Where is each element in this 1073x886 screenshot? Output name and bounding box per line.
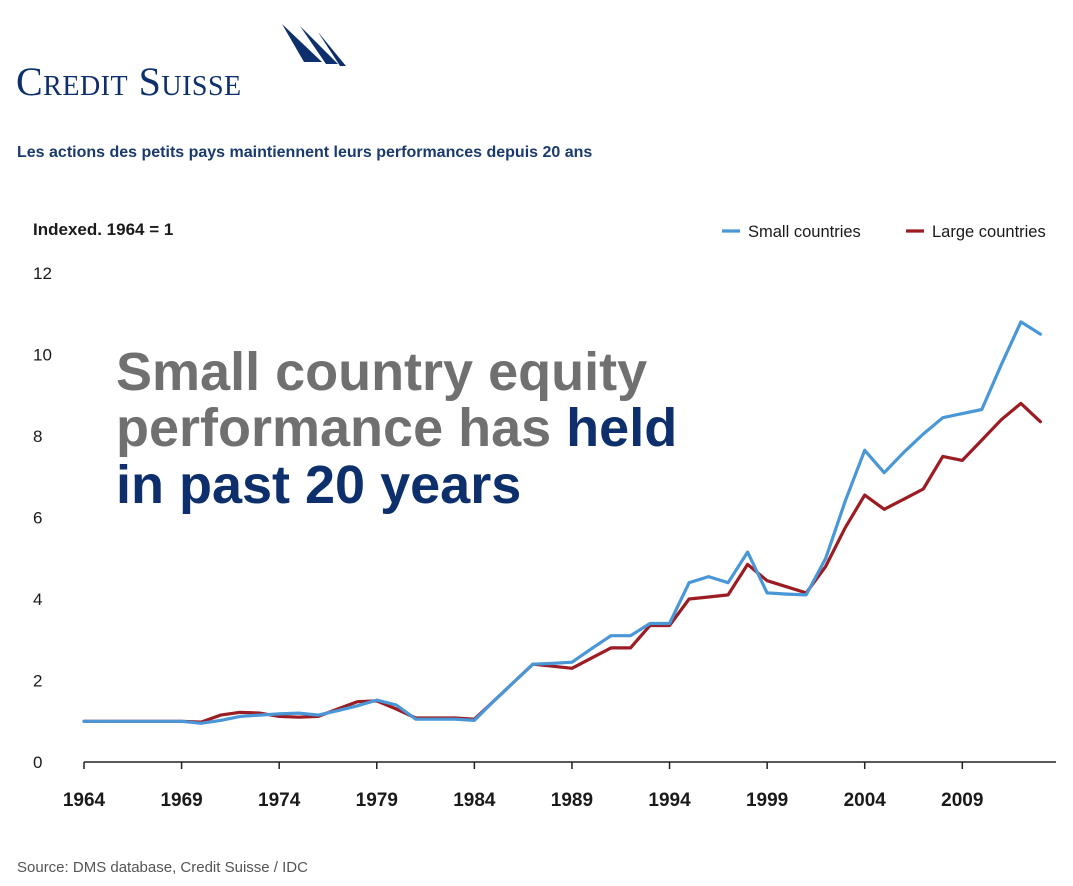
x-axis: 1964 1969 1974 1979 1984 1989 1994 1999 2004 2009 (63, 761, 1056, 811)
x-tick-label: 1974 (258, 790, 301, 811)
y-tick-label: 6 (33, 509, 42, 528)
y-axis-ticks: 0 2 4 6 8 10 12 (33, 264, 52, 772)
annotation-segment: in past 20 years (116, 455, 521, 515)
y-tick-label: 8 (33, 427, 42, 446)
annotation-line: performance has held (116, 398, 677, 458)
logo-wordmark: Credit Suisse (16, 59, 242, 104)
y-tick-label: 12 (33, 264, 52, 283)
legend-label: Large countries (932, 223, 1046, 241)
sails-icon (282, 24, 346, 66)
credit-suisse-logo: Credit Suisse (16, 22, 346, 104)
y-tick-label: 0 (33, 753, 42, 772)
y-axis-label: Indexed. 1964 = 1 (33, 220, 173, 239)
annotation-line: in past 20 years (116, 455, 521, 515)
x-tick-label: 1984 (453, 790, 496, 811)
series-lines (82, 320, 1043, 725)
chart-subtitle: Les actions des petits pays maintiennent… (17, 144, 593, 161)
annotation-line: Small country equity (116, 342, 647, 402)
x-tick-label: 2004 (844, 790, 887, 811)
x-tick-label: 1994 (648, 790, 691, 811)
annotation-segment: performance has (116, 398, 566, 458)
legend-label: Small countries (748, 223, 861, 241)
source-note: Source: DMS database, Credit Suisse / ID… (17, 859, 308, 876)
x-tick-label: 1989 (551, 790, 593, 811)
y-tick-label: 2 (33, 672, 42, 691)
series-line-large-countries (82, 401, 1043, 724)
x-tick-label: 1969 (160, 790, 202, 811)
x-tick-label: 2009 (941, 790, 983, 811)
y-tick-label: 10 (33, 346, 52, 365)
chart-legend: Small countries Large countries (722, 223, 1046, 241)
x-tick-label: 1979 (356, 790, 398, 811)
annotation-segment: Small country equity (116, 342, 647, 402)
x-tick-label: 1999 (746, 790, 788, 811)
x-tick-label: 1964 (63, 790, 106, 811)
y-tick-label: 4 (33, 590, 42, 609)
annotation-segment: held (566, 398, 677, 458)
series-line-small-countries (82, 320, 1043, 725)
